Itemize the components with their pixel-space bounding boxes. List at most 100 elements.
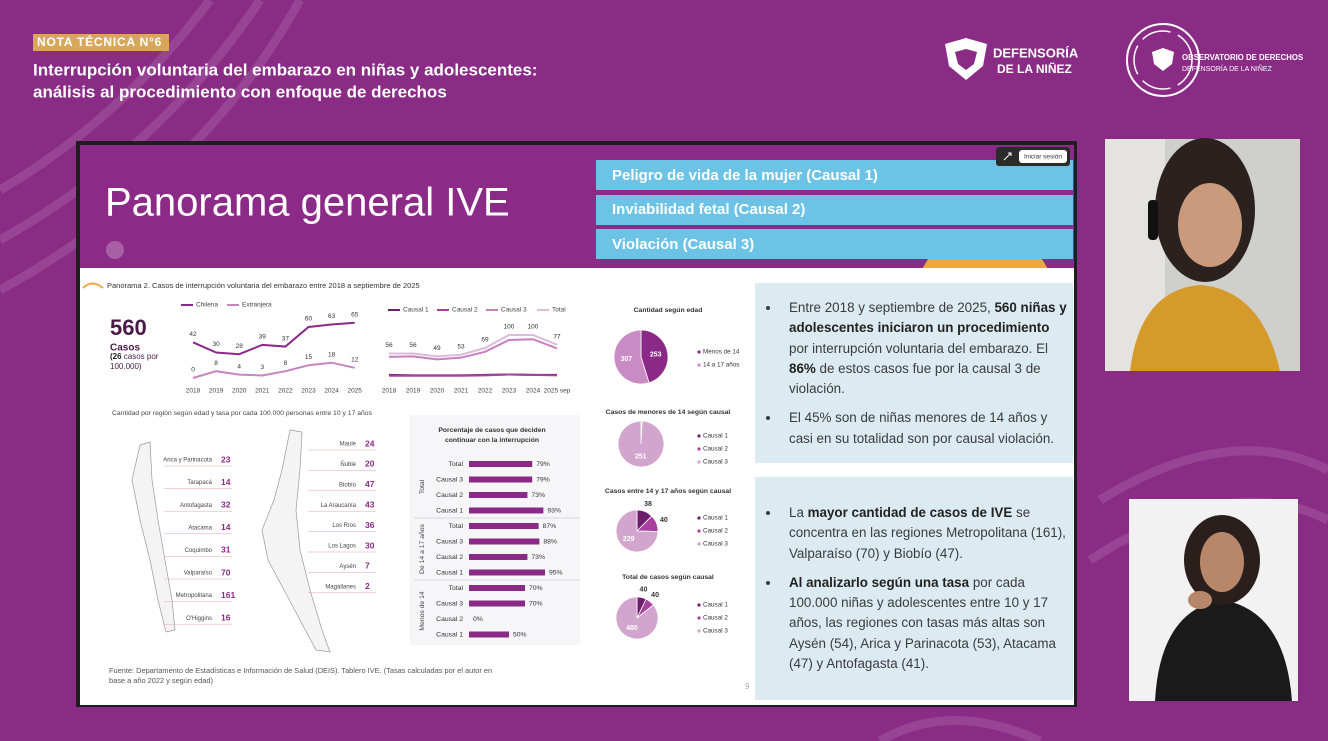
pie-label: 307: [620, 356, 632, 363]
data-label: 30: [212, 341, 220, 348]
bar-value: 79%: [536, 461, 550, 468]
group-label: De 14 a 17 años: [419, 523, 426, 573]
header-title: Interrupción voluntaria del embarazo en …: [33, 60, 537, 79]
pie-label: 229: [623, 536, 635, 543]
map-title: Cantidad por región según edad y tasa po…: [112, 410, 373, 417]
panel-title: Panorama 2. Casos de interrupción volunt…: [107, 281, 420, 290]
bar: [469, 507, 544, 514]
region-cases: 20: [365, 459, 375, 469]
header-title: análisis al procedimiento con enfoque de…: [33, 82, 447, 101]
logo-text: DEFENSORÍA: [993, 45, 1079, 60]
bar-value: 95%: [549, 569, 563, 576]
region-name: La Araucanía: [321, 503, 357, 509]
region-name: Los Lagos: [328, 544, 356, 550]
text-run: El 45% son de niñas menores de 14 años y…: [789, 410, 1054, 446]
bar-category: Causal 3: [436, 538, 463, 545]
region-name: Valparaíso: [184, 571, 213, 577]
pie-slice: [615, 509, 659, 553]
person-body: [1130, 285, 1280, 371]
badge-text: NOTA TÉCNICA N°6: [37, 34, 162, 49]
legend-swatch: [697, 460, 701, 464]
x-tick-label: 2023: [502, 388, 517, 395]
legend-swatch: [697, 350, 701, 354]
x-tick-label: 2018: [382, 388, 397, 395]
login-button[interactable]: [1019, 150, 1067, 163]
data-label: 56: [409, 342, 417, 349]
bullet: Al analizarlo según una tasa por cada 10…: [781, 573, 1067, 674]
bullet-list: Entre 2018 y septiembre de 2025, 560 niñ…: [757, 298, 1067, 449]
x-tick-label: 2022: [278, 388, 293, 395]
data-label: 8: [214, 360, 218, 367]
pie-title: Casos entre 14 y 17 años según causal: [605, 488, 731, 495]
region-name: Antofagasta: [180, 503, 213, 509]
line-series: [192, 361, 355, 379]
legend-swatch: [697, 603, 701, 607]
login-text[interactable]: Iniciar sesión: [1024, 154, 1062, 161]
legend-label: Causal 2: [703, 446, 728, 453]
pie-slice: [640, 329, 669, 384]
bar-value: 70%: [529, 600, 543, 607]
region-cases: 161: [221, 590, 235, 600]
causal-text: Peligro de vida de la mujer (Causal 1): [612, 167, 878, 184]
data-label: 60: [305, 316, 313, 323]
decor-dot: [106, 241, 124, 259]
region-name: Coquimbo: [185, 548, 213, 554]
bar-category: Causal 3: [436, 600, 463, 607]
region-cases: 70: [221, 567, 231, 577]
region-cases: 16: [221, 612, 231, 622]
logo-ring: [1133, 30, 1193, 90]
text-run: 560 niñas y adolescentes iniciaron un pr…: [789, 300, 1067, 336]
region-name: Atacama: [188, 525, 212, 531]
bullet-list: La mayor cantidad de casos de IVE se con…: [757, 503, 1067, 674]
total-label: Casos: [110, 343, 140, 354]
data-label: 0: [191, 367, 195, 374]
data-label: 8: [284, 360, 288, 367]
x-tick-label: 2022: [478, 388, 493, 395]
x-tick-label: 2020: [232, 388, 247, 395]
x-tick-label: 2025 sep: [544, 388, 571, 395]
pie-slice: [617, 420, 665, 468]
legend-label: Causal 3: [703, 541, 728, 548]
legend-label: Causal 2: [703, 615, 728, 622]
arc: [0, 0, 264, 244]
bar-category: Causal 2: [436, 616, 463, 623]
info-text: Entre 2018 y septiembre de 2025, 560 niñ…: [757, 298, 1067, 458]
interpreter-body: [1155, 600, 1292, 701]
x-tick-label: 2019: [406, 388, 421, 395]
total-rate: (26 casos por 100.000): [110, 352, 168, 372]
x-tick-label: 2021: [454, 388, 469, 395]
legend-label: Causal 3: [501, 307, 527, 314]
x-tick-label: 2024: [526, 388, 541, 395]
data-label: 18: [328, 351, 336, 358]
legend-label: Causal 1: [703, 602, 728, 609]
logo-text: OBSERVATORIO DE DERECHOS: [1182, 53, 1303, 62]
text-run: La: [789, 505, 808, 520]
bar-category: Causal 2: [436, 492, 463, 499]
data-label: 77: [553, 333, 561, 340]
data-label: 53: [457, 343, 465, 350]
arc: [0, 0, 214, 194]
legend-label: Causal 1: [703, 433, 728, 440]
region-cases: 24: [365, 438, 375, 448]
legend-swatch: [697, 616, 701, 620]
logo-shield-inner: [955, 49, 977, 70]
bar-value: 50%: [513, 631, 527, 638]
region-name: Metropolitana: [176, 593, 213, 599]
data-label: 28: [236, 343, 244, 350]
pie-label: 251: [635, 453, 647, 460]
bullet: La mayor cantidad de casos de IVE se con…: [781, 503, 1067, 564]
legend-swatch: [697, 529, 701, 533]
causal-bar: [596, 160, 1073, 190]
bar: [469, 554, 528, 560]
bar: [469, 538, 540, 545]
data-label: 65: [351, 311, 359, 318]
bar-value: 73%: [531, 554, 545, 561]
data-label: 37: [282, 335, 290, 342]
data-label: 3: [260, 364, 264, 371]
legend-label: Chilena: [196, 302, 218, 309]
bar-category: Causal 1: [436, 507, 463, 514]
legend-swatch: [697, 542, 701, 546]
expand-icon[interactable]: [1003, 152, 1012, 161]
x-tick-label: 2024: [324, 388, 339, 395]
